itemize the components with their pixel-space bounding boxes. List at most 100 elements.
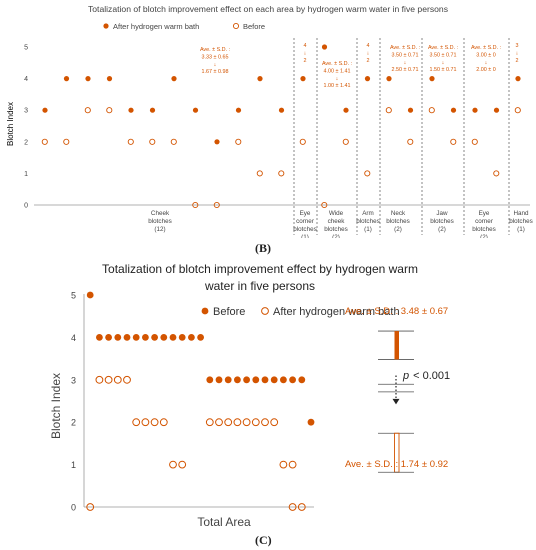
after-point: [178, 460, 187, 469]
p-value-label: p < 0.001: [402, 370, 450, 382]
chart-c-legend: Before After hydrogen warm bath: [201, 306, 400, 318]
after-point: [85, 76, 91, 82]
before-point: [252, 376, 260, 384]
before-point: [169, 334, 177, 341]
before-point: [106, 107, 113, 114]
after-point: [42, 107, 48, 113]
group-label: blotches: [356, 218, 379, 225]
before-point: [206, 376, 214, 384]
legend-after-marker: [103, 23, 109, 29]
annotation-text: ↓: [304, 50, 307, 56]
y-tick-label: 0: [71, 503, 76, 513]
group-label: blotches: [386, 218, 409, 225]
before-point: [234, 376, 241, 384]
before-point: [114, 334, 122, 341]
before-point: [342, 138, 349, 145]
chart-b-annotations: Ave. ± S.D. :3.33 ± 0.65↓1.67 ± 0.984↓2A…: [200, 43, 519, 89]
before-point: [407, 138, 414, 145]
after-point: [113, 375, 122, 384]
after-point: [106, 76, 113, 82]
y-tick-label: 4: [24, 76, 28, 83]
annotation-text: 4: [367, 43, 370, 49]
after-point: [278, 107, 285, 113]
after-point: [215, 418, 223, 427]
annotation-text: Ave. ± S.D. :: [390, 45, 420, 51]
y-tick-label: 1: [71, 460, 76, 470]
after-point: [364, 76, 371, 82]
before-point: [142, 334, 149, 341]
y-tick-label: 3: [71, 375, 76, 385]
before-point: [385, 107, 392, 114]
annotation-text: 1.67 ± 0.98: [202, 69, 229, 75]
chart-c-ylabel: Blotch Index: [49, 373, 63, 439]
y-tick-label: 2: [24, 139, 28, 146]
after-point: [86, 503, 95, 511]
y-tick-label: 3: [24, 108, 28, 115]
before-point: [261, 376, 269, 384]
group-label: (2): [394, 226, 402, 233]
y-tick-label: 4: [71, 333, 76, 343]
annotation-text: Ave. ± S.D. :: [428, 45, 458, 51]
before-point: [123, 334, 131, 341]
after-point: [321, 44, 328, 50]
annotation-text: ↓: [485, 60, 488, 66]
group-label: blotches: [148, 218, 171, 225]
group-label: corner: [475, 218, 493, 225]
after-point: [149, 107, 156, 113]
before-point: [514, 107, 521, 114]
after-point: [288, 460, 297, 469]
after-point: [270, 418, 279, 427]
chart-c-xlabel: Total Area: [197, 515, 251, 529]
chart-b-title: Totalization of blotch improvement effec…: [88, 4, 448, 14]
chart-b-points: [41, 44, 521, 209]
after-point: [192, 107, 199, 113]
chart-c-points: [86, 291, 315, 511]
chart-c: Totalization of blotch improvement effec…: [49, 262, 450, 529]
chart-c-title-line2: water in five persons: [204, 279, 315, 293]
after-point: [472, 107, 478, 113]
after-point: [515, 76, 521, 82]
stat-before-label: Ave. ± S.D. : 3.48 ± 0.67: [345, 306, 448, 317]
chart-c-error-bars: [378, 330, 414, 473]
after-point: [288, 503, 297, 511]
group-label: blotches: [293, 226, 316, 233]
before-point: [41, 138, 48, 145]
annotation-text: ↓: [214, 62, 217, 68]
group-label: (2): [332, 234, 340, 238]
group-label: Hand: [513, 210, 529, 217]
y-tick-label: 2: [71, 418, 76, 428]
after-point: [205, 418, 214, 427]
before-point: [224, 376, 232, 384]
before-point: [471, 138, 478, 145]
group-label: Eye: [479, 210, 490, 217]
after-point: [279, 460, 288, 469]
before-point: [178, 334, 186, 341]
after-point: [235, 107, 242, 113]
group-label: (1): [364, 226, 372, 233]
legend-before-label: Before: [213, 306, 245, 318]
legend-before-label: Before: [243, 22, 265, 31]
annotation-text: ↓: [516, 50, 519, 56]
annotation-text: 3.50 ± 0.71: [392, 52, 419, 58]
chart-b-legend: After hydrogen warm bath Before: [103, 22, 265, 31]
chart-b-group-labels: Cheekblotches(12)Eyecornerblotches(1)Wid…: [148, 210, 532, 238]
after-point: [386, 76, 392, 82]
after-point: [132, 418, 141, 427]
before-point: [298, 376, 306, 384]
group-label: blotches: [472, 226, 495, 233]
before-point: [160, 334, 168, 341]
before-point: [321, 201, 328, 209]
group-label: Cheek: [151, 210, 170, 217]
before-point: [280, 376, 287, 384]
after-point: [214, 139, 220, 145]
before-sd-bar: [394, 331, 399, 360]
annotation-text: 1.00 ± 1.41: [324, 83, 351, 89]
annotation-text: Ave. ± S.D. :: [200, 47, 230, 53]
annotation-text: ↓: [404, 60, 407, 66]
annotation-text: 2: [516, 58, 519, 64]
group-label: Jaw: [436, 210, 448, 217]
after-point: [343, 107, 349, 113]
after-point: [171, 76, 177, 82]
after-point: [297, 503, 306, 511]
after-point: [242, 418, 251, 427]
